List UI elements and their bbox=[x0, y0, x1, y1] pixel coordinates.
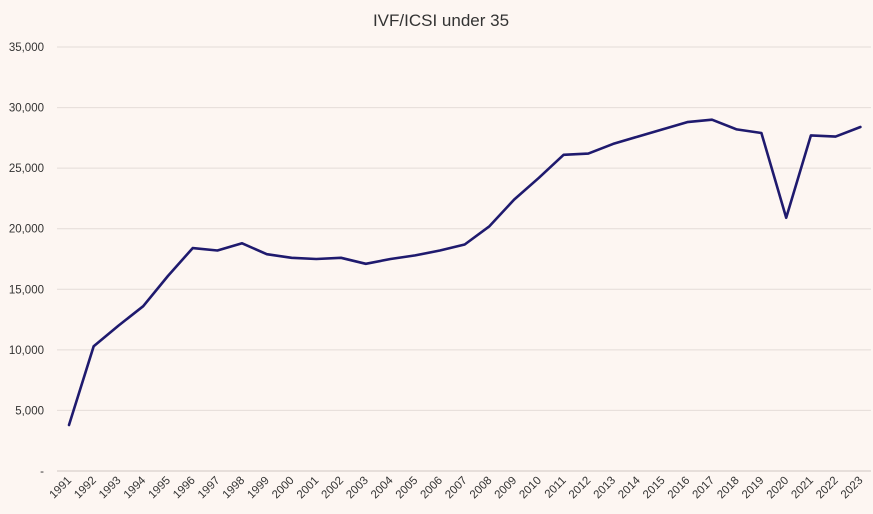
x-tick-label: 1995 bbox=[146, 475, 173, 502]
y-tick-label: 10,000 bbox=[9, 345, 44, 357]
x-tick-label: 2005 bbox=[394, 475, 421, 502]
y-tick-label: 30,000 bbox=[9, 103, 44, 115]
x-tick-label: 2018 bbox=[715, 475, 742, 502]
x-tick-label: 2022 bbox=[814, 475, 841, 502]
x-tick-label: 2010 bbox=[517, 475, 544, 502]
x-tick-label: 2017 bbox=[691, 475, 718, 502]
series-line bbox=[67, 118, 862, 427]
y-tick-label: 20,000 bbox=[9, 224, 44, 236]
x-tick-label: 2000 bbox=[270, 475, 297, 502]
x-tick-label: 2014 bbox=[616, 474, 643, 501]
x-tick-label: 1991 bbox=[48, 475, 75, 502]
x-tick-label: 2016 bbox=[666, 475, 693, 502]
x-tick-label: 2004 bbox=[369, 474, 396, 501]
y-axis-ticks: - 5,000 10,000 15,000 20,000 25,000 30,000 35,0… bbox=[9, 42, 44, 478]
x-tick-label: 2008 bbox=[468, 475, 495, 502]
x-tick-label: 2002 bbox=[320, 475, 347, 502]
x-tick-label: 2009 bbox=[493, 475, 520, 502]
x-tick-label: 2020 bbox=[765, 475, 792, 502]
x-tick-label: 1992 bbox=[72, 475, 99, 502]
x-tick-label: 2003 bbox=[344, 475, 371, 502]
x-tick-label: 1999 bbox=[245, 475, 272, 502]
x-tick-label: 2021 bbox=[789, 475, 816, 502]
y-tick-label: 15,000 bbox=[9, 284, 44, 296]
x-tick-label: 2019 bbox=[740, 475, 767, 502]
y-tick-label: - bbox=[40, 466, 44, 478]
x-tick-label: 1993 bbox=[97, 475, 124, 502]
x-tick-label: 1994 bbox=[122, 474, 149, 501]
x-tick-label: 2006 bbox=[418, 475, 445, 502]
x-tick-label: 2023 bbox=[839, 475, 866, 502]
x-tick-label: 1997 bbox=[196, 475, 223, 502]
x-tick-label: 2012 bbox=[567, 475, 594, 502]
series-layer bbox=[67, 118, 862, 427]
y-tick-label: 5,000 bbox=[15, 405, 44, 417]
gridlines bbox=[57, 46, 871, 472]
y-tick-label: 25,000 bbox=[9, 163, 44, 175]
x-tick-label: 2015 bbox=[641, 475, 668, 502]
x-tick-label: 1996 bbox=[171, 475, 198, 502]
chart-title: IVF/ICSI under 35 bbox=[373, 11, 509, 30]
x-tick-label: 2013 bbox=[592, 475, 619, 502]
x-tick-label: 1998 bbox=[221, 475, 248, 502]
y-tick-label: 35,000 bbox=[9, 42, 44, 54]
x-axis-ticks: 1991199219931994199519961997199819992000… bbox=[48, 474, 866, 501]
x-tick-label: 2001 bbox=[295, 475, 322, 502]
x-tick-label: 2007 bbox=[443, 475, 470, 502]
x-tick-label: 2011 bbox=[543, 475, 569, 501]
